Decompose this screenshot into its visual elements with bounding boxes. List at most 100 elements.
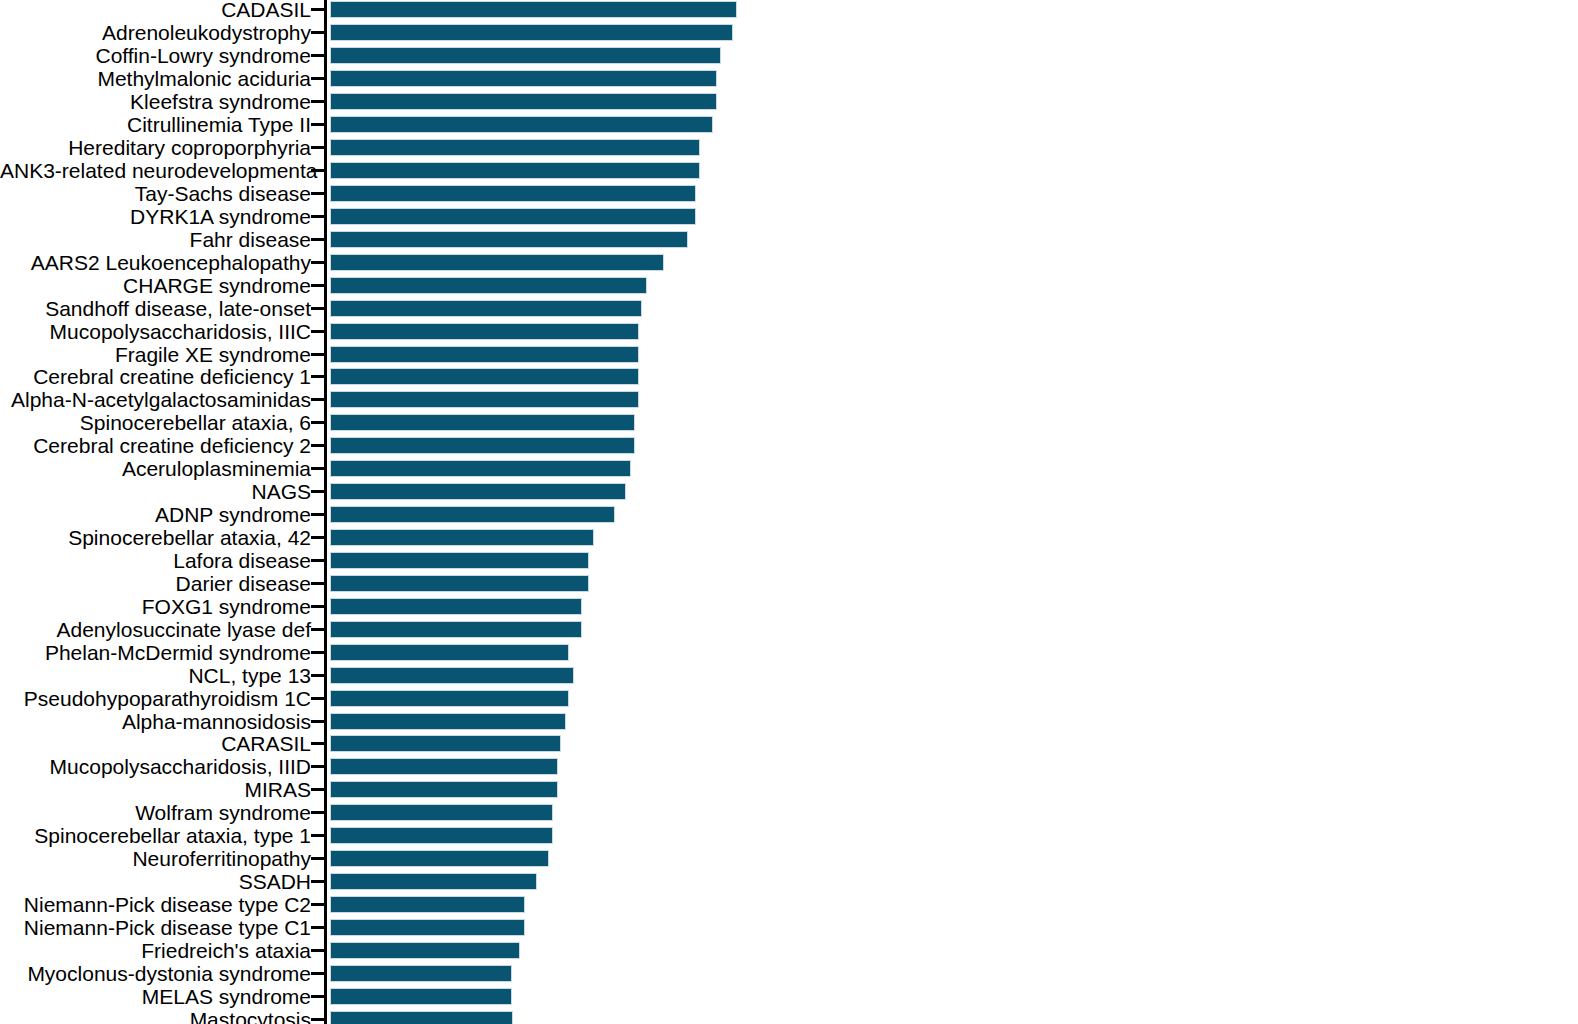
axis-tick-mark xyxy=(311,100,324,103)
category-label: Coffin-Lowry syndrome xyxy=(0,45,311,66)
chart-row: Cerebral creatine deficiency 1 xyxy=(0,366,1578,389)
category-label: Methylmalonic aciduria xyxy=(0,68,311,89)
chart-row: MELAS syndrome xyxy=(0,985,1578,1008)
chart-row: DYRK1A syndrome xyxy=(0,205,1578,228)
axis-tick-mark xyxy=(311,490,324,493)
category-label: ADNP syndrome xyxy=(0,504,311,525)
category-label: ANK3-related neurodevelopmenta xyxy=(0,160,311,181)
category-label: Alpha-mannosidosis xyxy=(0,711,311,732)
chart-row: Spinocerebellar ataxia, 42 xyxy=(0,526,1578,549)
category-label: Mucopolysaccharidosis, IIIC xyxy=(0,321,311,342)
axis-tick-mark xyxy=(311,421,324,424)
chart-row: CADASIL xyxy=(0,0,1578,21)
bar xyxy=(330,346,639,363)
chart-row: Tay-Sachs disease xyxy=(0,182,1578,205)
axis-tick-mark xyxy=(311,8,324,11)
category-label: Spinocerebellar ataxia, 6 xyxy=(0,412,311,433)
category-label: Fahr disease xyxy=(0,229,311,250)
bar xyxy=(330,529,594,546)
axis-tick-mark xyxy=(311,628,324,631)
category-label: DYRK1A syndrome xyxy=(0,206,311,227)
chart-row: NCL, type 13 xyxy=(0,664,1578,687)
axis-tick-mark xyxy=(311,605,324,608)
axis-tick-mark xyxy=(311,261,324,264)
axis-tick-mark xyxy=(311,467,324,470)
chart-row: NAGS xyxy=(0,480,1578,503)
chart-row: Pseudohypoparathyroidism 1C xyxy=(0,687,1578,710)
chart-row: SSADH xyxy=(0,870,1578,893)
axis-tick-mark xyxy=(311,720,324,723)
chart-row: Phelan-McDermid syndrome xyxy=(0,641,1578,664)
axis-tick-mark xyxy=(311,972,324,975)
bar xyxy=(330,185,696,202)
bar xyxy=(330,162,700,179)
axis-tick-mark xyxy=(311,77,324,80)
chart-row: ANK3-related neurodevelopmenta xyxy=(0,159,1578,182)
bar xyxy=(330,277,647,294)
axis-tick-mark xyxy=(311,307,324,310)
bar-chart: CADASILAdrenoleukodystrophyCoffin-Lowry … xyxy=(0,0,1578,1024)
chart-row: Wolfram syndrome xyxy=(0,801,1578,824)
axis-tick-mark xyxy=(311,697,324,700)
axis-tick-mark xyxy=(311,834,324,837)
chart-row: Niemann-Pick disease type C1 xyxy=(0,916,1578,939)
category-label: Niemann-Pick disease type C1 xyxy=(0,917,311,938)
category-label: SSADH xyxy=(0,871,311,892)
bar xyxy=(330,437,635,454)
axis-tick-mark xyxy=(311,31,324,34)
bar xyxy=(330,735,561,752)
category-label: Citrullinemia Type II xyxy=(0,114,311,135)
bar xyxy=(330,208,696,225)
bar xyxy=(330,667,574,684)
chart-row: Sandhoff disease, late-onset xyxy=(0,297,1578,320)
axis-tick-mark xyxy=(311,651,324,654)
chart-row: Darier disease xyxy=(0,572,1578,595)
category-label: Spinocerebellar ataxia, type 1 xyxy=(0,825,311,846)
axis-tick-mark xyxy=(311,513,324,516)
bar xyxy=(330,391,639,408)
bar xyxy=(330,896,525,913)
bar xyxy=(330,850,549,867)
chart-row: Fragile XE syndrome xyxy=(0,343,1578,366)
category-label: Fragile XE syndrome xyxy=(0,344,311,365)
chart-row: Neuroferritinopathy xyxy=(0,847,1578,870)
category-label: Cerebral creatine deficiency 1 xyxy=(0,366,311,387)
axis-tick-mark xyxy=(311,857,324,860)
category-label: NCL, type 13 xyxy=(0,665,311,686)
axis-tick-mark xyxy=(311,169,324,172)
chart-row: Methylmalonic aciduria xyxy=(0,67,1578,90)
chart-row: ADNP syndrome xyxy=(0,503,1578,526)
category-label: CHARGE syndrome xyxy=(0,275,311,296)
chart-row: Mucopolysaccharidosis, IIID xyxy=(0,755,1578,778)
bar xyxy=(330,116,713,133)
bar xyxy=(330,827,553,844)
category-label: CADASIL xyxy=(0,0,311,20)
category-label: Tay-Sachs disease xyxy=(0,183,311,204)
axis-tick-mark xyxy=(311,926,324,929)
category-label: MELAS syndrome xyxy=(0,986,311,1007)
bar xyxy=(330,988,512,1005)
bar xyxy=(330,690,569,707)
bar xyxy=(330,644,569,661)
chart-row: Hereditary coproporphyria xyxy=(0,136,1578,159)
axis-tick-mark xyxy=(311,353,324,356)
bar xyxy=(330,460,631,477)
axis-tick-mark xyxy=(311,995,324,998)
category-label: Adenylosuccinate lyase def xyxy=(0,619,311,640)
category-label: Niemann-Pick disease type C2 xyxy=(0,894,311,915)
bar xyxy=(330,965,512,982)
chart-row: CHARGE syndrome xyxy=(0,274,1578,297)
chart-row: Kleefstra syndrome xyxy=(0,90,1578,113)
axis-tick-mark xyxy=(311,582,324,585)
category-label: Pseudohypoparathyroidism 1C xyxy=(0,688,311,709)
category-label: Lafora disease xyxy=(0,550,311,571)
category-label: Friedreich's ataxia xyxy=(0,940,311,961)
category-label: Myoclonus-dystonia syndrome xyxy=(0,963,311,984)
bar xyxy=(330,598,582,615)
bar xyxy=(330,942,520,959)
bar xyxy=(330,47,721,64)
axis-tick-mark xyxy=(311,444,324,447)
axis-tick-mark xyxy=(311,284,324,287)
axis-tick-mark xyxy=(311,1018,324,1021)
axis-tick-mark xyxy=(311,146,324,149)
